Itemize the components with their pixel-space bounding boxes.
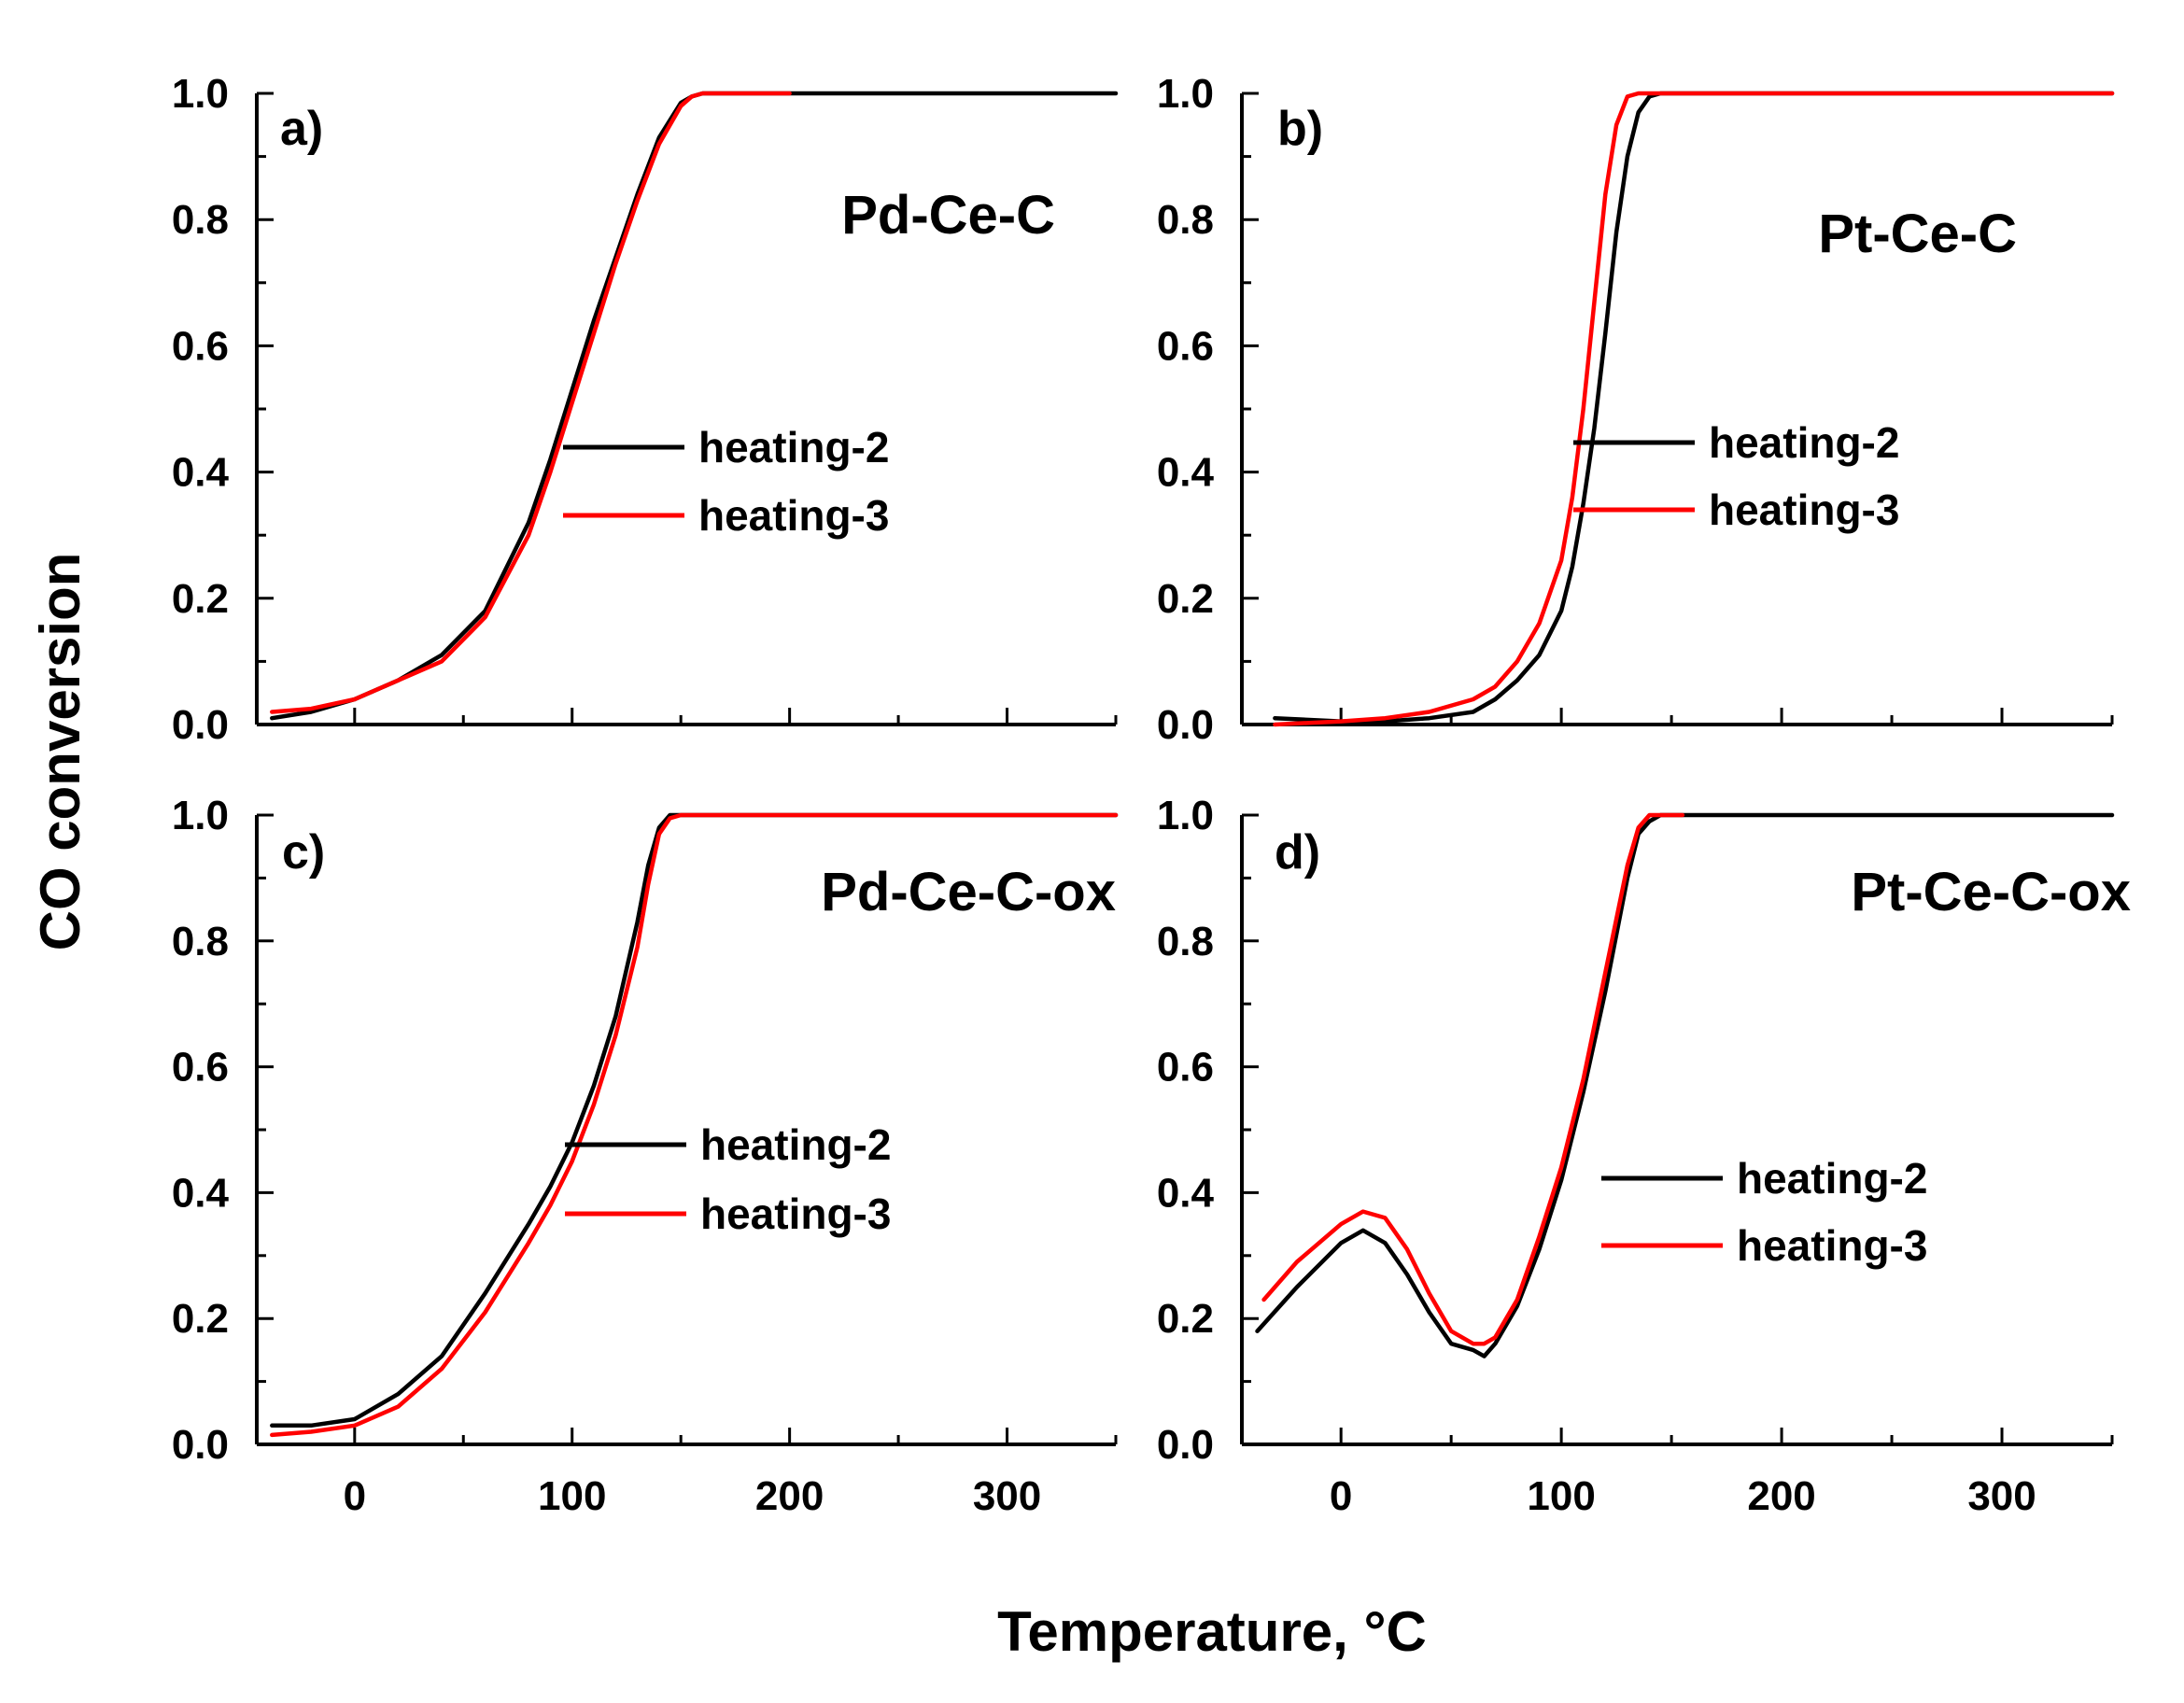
panel-label: b) [1277, 102, 1323, 156]
panel-4: 0.0 0.2 0.4 0.6 0.8 1.0 0 100 200 300 d) Pt-Ce-C-ox… [1157, 793, 2131, 1519]
legend-label-heating-3: heating-3 [1737, 1221, 1927, 1270]
x-tick-label: 200 [1747, 1473, 1815, 1519]
y-tick-label: 1.0 [172, 71, 229, 117]
x-tick-label: 300 [973, 1473, 1041, 1519]
y-tick-label: 0.0 [1157, 1422, 1214, 1468]
y-tick-label: 0.0 [172, 702, 229, 748]
x-tick-label: 200 [755, 1473, 824, 1519]
series-line-heating-2 [1255, 812, 2115, 1358]
sample-title: Pd-Ce-C [841, 185, 1055, 246]
legend-label-heating-2: heating-2 [700, 1120, 891, 1169]
y-tick-label: 0.8 [1157, 919, 1214, 964]
legend-label-heating-2: heating-2 [1709, 418, 1899, 467]
x-tick-label: 100 [1527, 1473, 1595, 1519]
panel-label: d) [1275, 825, 1320, 880]
y-tick-label: 1.0 [1157, 793, 1214, 838]
series-line-heating-3 [270, 91, 792, 714]
legend-label-heating-3: heating-3 [1709, 486, 1899, 534]
y-tick-label: 0.2 [172, 1296, 229, 1342]
x-tick-label: 300 [1967, 1473, 2036, 1519]
panel-3: 0.0 0.2 0.4 0.6 0.8 1.0 0 100 200 300 c) Pd-Ce-C-ox… [172, 793, 1119, 1519]
y-tick-label: 0.4 [172, 450, 230, 496]
y-tick-label: 0.6 [172, 323, 229, 369]
y-tick-label: 0.4 [1157, 450, 1215, 496]
y-tick-label: 0.4 [172, 1170, 230, 1216]
y-tick-label: 0.2 [1157, 1296, 1214, 1342]
y-axis-title: CO conversion [29, 553, 92, 951]
y-tick-label: 0.8 [1157, 197, 1214, 243]
y-tick-label: 0.0 [172, 1422, 229, 1468]
y-tick-label: 1.0 [1157, 71, 1214, 117]
legend-label-heating-2: heating-2 [1737, 1154, 1927, 1203]
x-tick-label: 100 [538, 1473, 606, 1519]
y-tick-label: 0.6 [172, 1045, 229, 1091]
y-tick-label: 0.0 [1157, 702, 1214, 748]
legend-label-heating-3: heating-3 [700, 1189, 891, 1238]
sample-title: Pt-Ce-C [1818, 204, 2017, 264]
y-tick-label: 0.8 [172, 197, 229, 243]
y-tick-label: 0.2 [1157, 576, 1214, 622]
sample-title: Pd-Ce-C-ox [821, 862, 1116, 922]
series-line-heating-3 [1261, 812, 1685, 1346]
y-tick-label: 0.6 [1157, 323, 1214, 369]
y-tick-label: 1.0 [172, 793, 229, 838]
x-tick-label: 0 [1330, 1473, 1352, 1519]
panel-label: a) [280, 102, 323, 156]
legend-label-heating-3: heating-3 [698, 491, 889, 540]
sample-title: Pt-Ce-C-ox [1851, 862, 2131, 922]
x-axis-title: Temperature, °C [997, 1600, 1427, 1663]
x-tick-label: 0 [344, 1473, 366, 1519]
series-line-heating-3 [270, 812, 1119, 1438]
series-line-heating-3 [1273, 91, 2115, 727]
y-tick-label: 0.6 [1157, 1045, 1214, 1091]
panel-2: 0.0 0.2 0.4 0.6 0.8 1.0 b) Pt-Ce-C heating-2 heat… [1157, 71, 2115, 748]
y-tick-label: 0.4 [1157, 1170, 1215, 1216]
y-tick-label: 0.8 [172, 919, 229, 964]
y-tick-label: 0.2 [172, 576, 229, 622]
panel-label: c) [282, 825, 325, 880]
legend-label-heating-2: heating-2 [698, 423, 889, 471]
series-line-heating-2 [270, 812, 1119, 1429]
panels: 0.0 0.2 0.4 0.6 0.8 1.0 a) Pd-Ce-C heating-2 heat… [172, 71, 2131, 1519]
panel-1: 0.0 0.2 0.4 0.6 0.8 1.0 a) Pd-Ce-C heating-2 heat… [172, 71, 1119, 748]
